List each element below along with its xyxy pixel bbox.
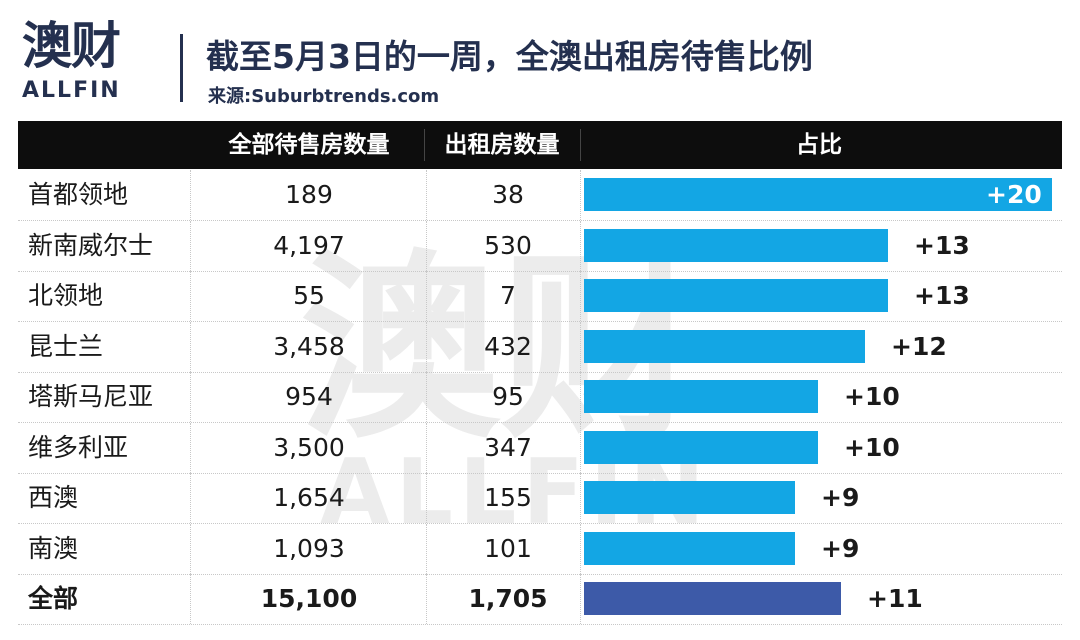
column-divider	[580, 473, 581, 523]
share-label: +10	[844, 432, 900, 462]
share-label: +13	[914, 230, 970, 260]
column-divider	[190, 574, 191, 624]
share-bar	[584, 481, 795, 514]
column-divider	[190, 523, 191, 574]
rental-listings-value: 38	[492, 180, 524, 209]
column-divider	[580, 372, 581, 422]
total-listings-value: 1,093	[273, 533, 345, 563]
region-name: 新南威尔士	[28, 230, 154, 260]
column-divider	[580, 422, 581, 473]
share-bar	[584, 178, 1052, 211]
total-listings-value: 55	[293, 281, 325, 310]
table-row: 北领地 55 7 +13	[18, 271, 1062, 322]
share-bar	[584, 329, 865, 363]
share-label: +11	[867, 584, 923, 613]
share-bar	[584, 279, 888, 312]
share-label: +12	[891, 331, 947, 361]
share-bar	[584, 228, 888, 262]
table-row: 维多利亚 3,500 347 +10	[18, 422, 1062, 474]
table-row: 西澳 1,654 155 +9	[18, 473, 1062, 524]
header-total-listings: 全部待售房数量	[228, 132, 390, 158]
share-label: +20	[986, 180, 1042, 209]
region-name: 首都领地	[28, 180, 129, 209]
chart-title: 截至5月3日的一周，全澳出租房待售比例	[206, 37, 813, 76]
total-listings-value: 4,197	[273, 230, 345, 260]
column-divider	[190, 170, 191, 220]
column-divider	[426, 372, 427, 422]
region-name: 南澳	[28, 533, 79, 563]
column-divider	[190, 422, 191, 473]
table-row: 昆士兰 3,458 432 +12	[18, 321, 1062, 373]
region-name: 全部	[28, 584, 79, 613]
header-rental-listings: 出租房数量	[444, 132, 560, 158]
rental-listings-value: 530	[484, 230, 532, 260]
share-label: +10	[844, 382, 900, 411]
column-divider	[426, 473, 427, 523]
table-row: 南澳 1,093 101 +9	[18, 523, 1062, 575]
rental-listings-value: 432	[484, 331, 532, 361]
table-row: 塔斯马尼亚 954 95 +10	[18, 372, 1062, 423]
title-divider	[180, 34, 183, 102]
column-divider	[580, 170, 581, 220]
total-listings-value: 15,100	[260, 584, 358, 613]
header-divider	[580, 129, 581, 161]
region-name: 北领地	[28, 281, 104, 310]
share-label: +9	[821, 533, 860, 563]
logo-en-text: ALLFIN	[22, 78, 121, 103]
rental-listings-value: 347	[484, 432, 532, 462]
rental-listings-value: 1,705	[468, 584, 548, 613]
column-divider	[426, 220, 427, 271]
header-divider	[424, 129, 425, 161]
column-divider	[580, 574, 581, 624]
total-listings-value: 3,500	[273, 432, 345, 462]
total-listings-value: 189	[285, 180, 333, 209]
share-bar	[584, 380, 818, 413]
share-bar	[584, 531, 795, 565]
column-divider	[426, 523, 427, 574]
region-name: 维多利亚	[28, 432, 129, 462]
logo-cn-text: 澳财	[22, 17, 121, 75]
column-divider	[426, 321, 427, 372]
column-divider	[426, 422, 427, 473]
region-name: 西澳	[28, 483, 79, 512]
rental-listings-value: 7	[500, 281, 516, 310]
column-divider	[426, 574, 427, 624]
column-divider	[190, 473, 191, 523]
rental-listings-value: 95	[492, 382, 524, 411]
share-bar	[584, 582, 841, 615]
table-row: 新南威尔士 4,197 530 +13	[18, 220, 1062, 272]
table-row: 首都领地 189 38 +20	[18, 170, 1062, 221]
column-divider	[190, 271, 191, 321]
rental-listings-value: 155	[484, 483, 532, 512]
table-row-total: 全部 15,100 1,705 +11	[18, 574, 1062, 625]
share-label: +13	[914, 281, 970, 310]
brand-logo: 澳财 ALLFIN	[22, 14, 152, 104]
header-share: 占比	[796, 132, 842, 158]
rental-listings-value: 101	[484, 533, 532, 563]
column-divider	[426, 170, 427, 220]
region-name: 塔斯马尼亚	[28, 382, 154, 411]
column-divider	[190, 321, 191, 372]
column-divider	[580, 271, 581, 321]
share-label: +9	[821, 483, 860, 512]
column-divider	[580, 321, 581, 372]
source-note: 来源:Suburbtrends.com	[208, 86, 440, 107]
share-bar	[584, 430, 818, 464]
column-divider	[580, 220, 581, 271]
column-divider	[190, 220, 191, 271]
total-listings-value: 954	[285, 382, 333, 411]
column-divider	[190, 372, 191, 422]
table-header: 全部待售房数量 出租房数量 占比	[18, 121, 1062, 169]
column-divider	[580, 523, 581, 574]
column-divider	[426, 271, 427, 321]
total-listings-value: 1,654	[273, 483, 345, 512]
total-listings-value: 3,458	[273, 331, 345, 361]
region-name: 昆士兰	[28, 331, 104, 361]
